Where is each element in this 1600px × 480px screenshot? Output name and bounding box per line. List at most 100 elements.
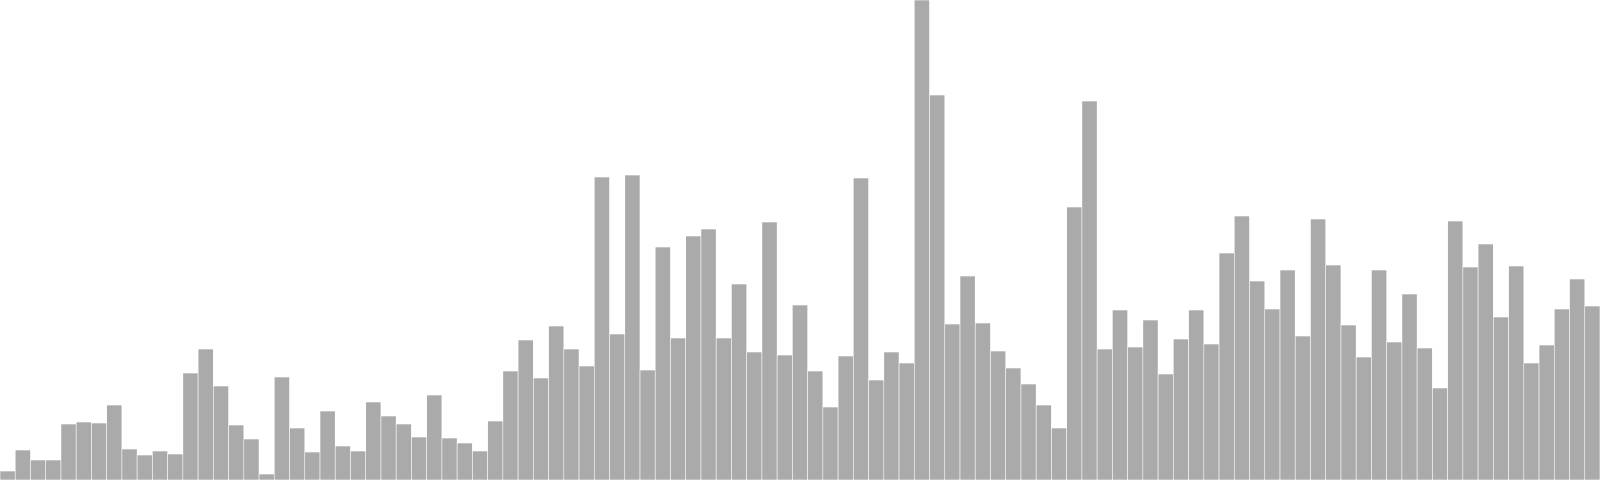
bar [1340,324,1357,480]
bar [228,424,245,480]
bar [807,370,824,480]
bar [1173,338,1189,480]
bar [472,450,488,480]
bar [1264,308,1281,480]
bar [441,437,458,480]
bar [1310,218,1327,480]
bar [1371,269,1387,480]
bar [868,379,885,480]
bar [1188,309,1205,480]
bar [1005,367,1022,480]
bar [731,283,747,480]
bar [152,450,168,480]
bar [533,377,549,480]
bar [822,406,839,480]
bar [1569,278,1586,480]
bar [304,451,321,480]
bar [258,473,275,480]
bar [0,470,16,480]
bar [1096,348,1113,480]
bar [883,351,900,480]
bar [1051,427,1067,480]
bar [45,459,62,480]
bar [761,221,778,480]
bar [1462,266,1479,480]
bar [121,448,138,480]
bar [380,415,397,480]
bar [1203,343,1220,480]
bar [1035,404,1052,480]
bar [746,351,763,480]
bar [776,354,793,480]
bar [14,449,31,480]
bar [913,0,930,480]
bar [715,337,732,480]
bar [1401,293,1418,480]
bar [167,453,184,480]
bar [502,370,519,480]
bar [1432,387,1448,480]
bar [106,404,123,480]
bar [60,423,77,480]
bar [990,350,1007,480]
bar [136,454,153,480]
bar [624,174,641,480]
bar [1066,206,1083,480]
bar [487,420,504,480]
bar [1416,347,1433,480]
bar [1477,243,1494,480]
bar [1112,309,1128,480]
bar [1538,344,1555,480]
bar [1233,215,1250,480]
bar [670,337,687,480]
bar [563,348,580,480]
bar [609,333,626,480]
bar [182,372,199,480]
bar [700,228,717,480]
bar [456,442,473,480]
bar [30,459,47,480]
bar [289,427,306,480]
bar [426,394,443,480]
bar [548,325,565,480]
bar [91,422,107,480]
bar [365,401,382,480]
bar [395,423,412,480]
bar [1249,280,1266,480]
bar [334,445,351,480]
bar [1157,373,1174,480]
bar [898,362,915,480]
bar [929,94,946,480]
bar [1355,356,1372,480]
bar [578,365,595,480]
bar [197,348,214,480]
bar [1508,265,1525,480]
bar [517,339,534,480]
bar [944,323,961,480]
bar [1325,264,1342,480]
bar [639,369,656,480]
bar [792,304,808,480]
bar [1447,220,1464,480]
bar [213,385,229,480]
bar [1081,100,1098,480]
bar [1279,269,1296,480]
bar [974,322,991,480]
bar [1553,308,1570,480]
bar [1493,316,1509,480]
bar [1218,252,1235,480]
bar [853,177,869,480]
bar [1294,335,1311,480]
bar [593,176,610,480]
bar [1584,305,1600,480]
bar [75,421,92,480]
bar [411,436,427,480]
bar [319,410,336,480]
bar [350,450,367,480]
bar [1127,346,1144,480]
bar [243,438,260,480]
bar [685,235,702,480]
bar [1523,362,1540,480]
